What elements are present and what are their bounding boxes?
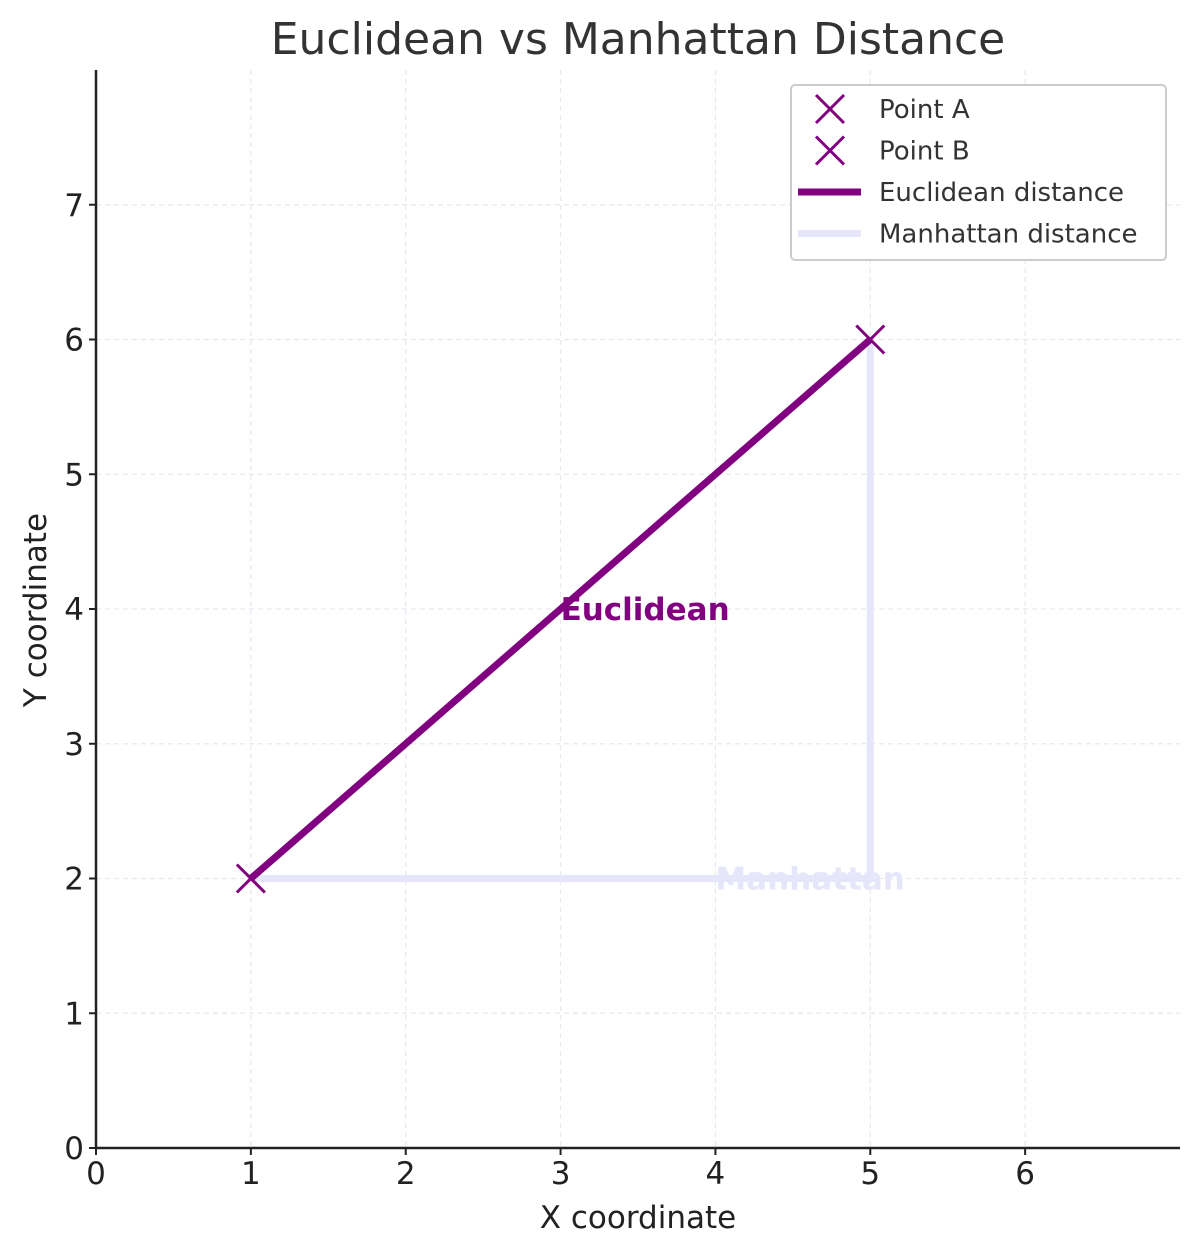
x-tick-label: 4 (706, 1156, 726, 1192)
legend-item-point-a: Point A (814, 93, 970, 125)
y-tick-label: 4 (64, 592, 84, 628)
legend-label: Point A (879, 95, 970, 125)
marker-stroke (235, 863, 266, 894)
annotation-manhattan: Manhattan (715, 862, 904, 898)
x-tick-label: 0 (86, 1156, 106, 1192)
y-tick-label: 7 (64, 188, 84, 224)
y-tick-label: 2 (64, 862, 84, 898)
y-tick-label: 3 (64, 727, 84, 763)
marker-stroke (855, 324, 886, 355)
y-tick-label: 6 (64, 323, 84, 359)
point-point-b (855, 324, 886, 355)
y-tick-label: 1 (64, 996, 84, 1032)
point-point-a (235, 863, 266, 894)
point-layer (235, 324, 886, 894)
x-tick-label: 3 (551, 1156, 571, 1192)
marker-stroke (814, 135, 846, 166)
legend-label: Manhattan distance (879, 220, 1138, 250)
legend-marker-x (814, 135, 846, 166)
ticks: 0 1 2 3 4 5 6 0 1 2 3 4 5 6 7 (64, 188, 1035, 1192)
legend-label: Euclidean distance (879, 178, 1124, 208)
x-tick-label: 1 (241, 1156, 261, 1192)
annotation-euclidean: Euclidean (561, 592, 730, 628)
series-layer (248, 336, 874, 882)
x-tick-label: 5 (860, 1156, 880, 1192)
series-line-euclidean-distance (248, 336, 873, 882)
legend-item-euclidean-distance: Euclidean distance (798, 178, 1124, 208)
y-tick-label: 0 (64, 1131, 84, 1167)
marker-stroke (814, 93, 846, 125)
legend-item-point-b: Point B (814, 135, 970, 167)
chart-title: Euclidean vs Manhattan Distance (271, 14, 1006, 65)
legend-label: Point B (879, 137, 970, 167)
annotations: Euclidean Manhattan (561, 592, 905, 898)
series-line-manhattan-distance (250, 339, 874, 882)
x-tick-label: 2 (396, 1156, 416, 1192)
y-tick-label: 5 (64, 457, 84, 493)
legend: Point A Point B Euclidean distance Manhatta… (790, 84, 1167, 261)
y-axis-label: Y coordinate (18, 513, 54, 708)
legend-item-manhattan-distance: Manhattan distance (798, 220, 1138, 250)
legend-marker-x (814, 93, 846, 125)
x-tick-label: 6 (1015, 1156, 1035, 1192)
x-axis-label: X coordinate (540, 1200, 736, 1236)
legend-frame (790, 84, 1167, 261)
